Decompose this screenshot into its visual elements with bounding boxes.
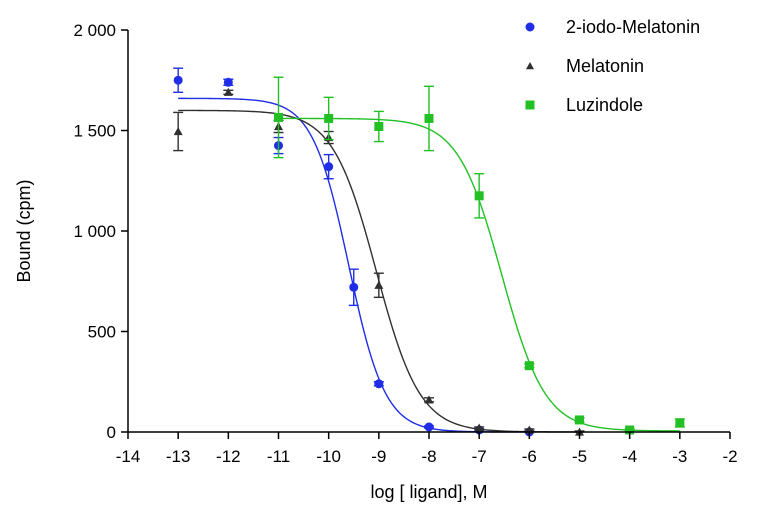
- series-2: [273, 76, 685, 435]
- plot-area: [173, 67, 685, 437]
- data-point: [173, 127, 183, 136]
- fit-curve: [178, 97, 530, 433]
- data-point: [223, 77, 233, 87]
- x-tick-label: -14: [116, 447, 141, 466]
- data-point: [424, 113, 434, 123]
- y-tick-label: 2 000: [73, 21, 116, 40]
- x-axis-ticks: -14 -13 -12 -11 -10 -9 -8 -7 -6 -5 -4 -3 -2: [116, 432, 738, 466]
- data-point: [575, 415, 584, 425]
- data-point: [374, 379, 384, 389]
- data-point: [474, 191, 484, 201]
- data-point: [274, 112, 283, 122]
- data-point: [374, 121, 384, 131]
- data-point: [374, 280, 384, 289]
- data-point: [675, 418, 685, 428]
- x-tick-label: -12: [216, 447, 241, 466]
- x-tick-label: -10: [316, 447, 341, 466]
- y-axis-title: Bound (cpm): [14, 179, 34, 282]
- legend-marker: [525, 100, 535, 110]
- x-tick-label: -2: [722, 447, 737, 466]
- x-tick-label: -6: [522, 447, 537, 466]
- x-axis-title: log [ ligand], M: [370, 482, 487, 502]
- legend-label: Luzindole: [566, 95, 643, 115]
- x-tick-label: -9: [371, 447, 386, 466]
- axes: -14 -13 -12 -11 -10 -9 -8 -7 -6 -5 -4 -3 -2 0 500 1 00…: [14, 21, 738, 502]
- data-point: [424, 422, 434, 432]
- legend-marker: [525, 22, 535, 32]
- x-tick-label: -4: [622, 447, 637, 466]
- y-tick-label: 500: [88, 323, 116, 342]
- fit-curve: [278, 117, 680, 432]
- legend-label: 2-iodo-Melatonin: [566, 17, 700, 37]
- x-tick-label: -13: [166, 447, 191, 466]
- data-point: [223, 87, 233, 96]
- x-tick-label: -5: [572, 447, 587, 466]
- y-axis-ticks: 0 500 1 000 1 500 2 000: [73, 21, 128, 442]
- data-point: [474, 423, 484, 432]
- data-point: [324, 162, 334, 172]
- x-tick-label: -8: [421, 447, 436, 466]
- legend-marker: [526, 62, 534, 70]
- data-point: [524, 361, 534, 371]
- data-point: [173, 75, 183, 85]
- data-point: [625, 425, 635, 435]
- legend: 2-iodo-Melatonin Melatonin Luzindole: [525, 17, 700, 115]
- data-point: [324, 113, 334, 123]
- y-tick-label: 1 500: [73, 122, 116, 141]
- x-tick-label: -7: [472, 447, 487, 466]
- data-point: [424, 395, 434, 404]
- y-tick-label: 1 000: [73, 222, 116, 241]
- x-tick-label: -11: [267, 447, 290, 466]
- legend-label: Melatonin: [566, 56, 644, 76]
- data-point: [349, 282, 359, 292]
- y-tick-label: 0: [107, 423, 116, 442]
- series-0: [173, 67, 535, 437]
- x-tick-label: -3: [672, 447, 687, 466]
